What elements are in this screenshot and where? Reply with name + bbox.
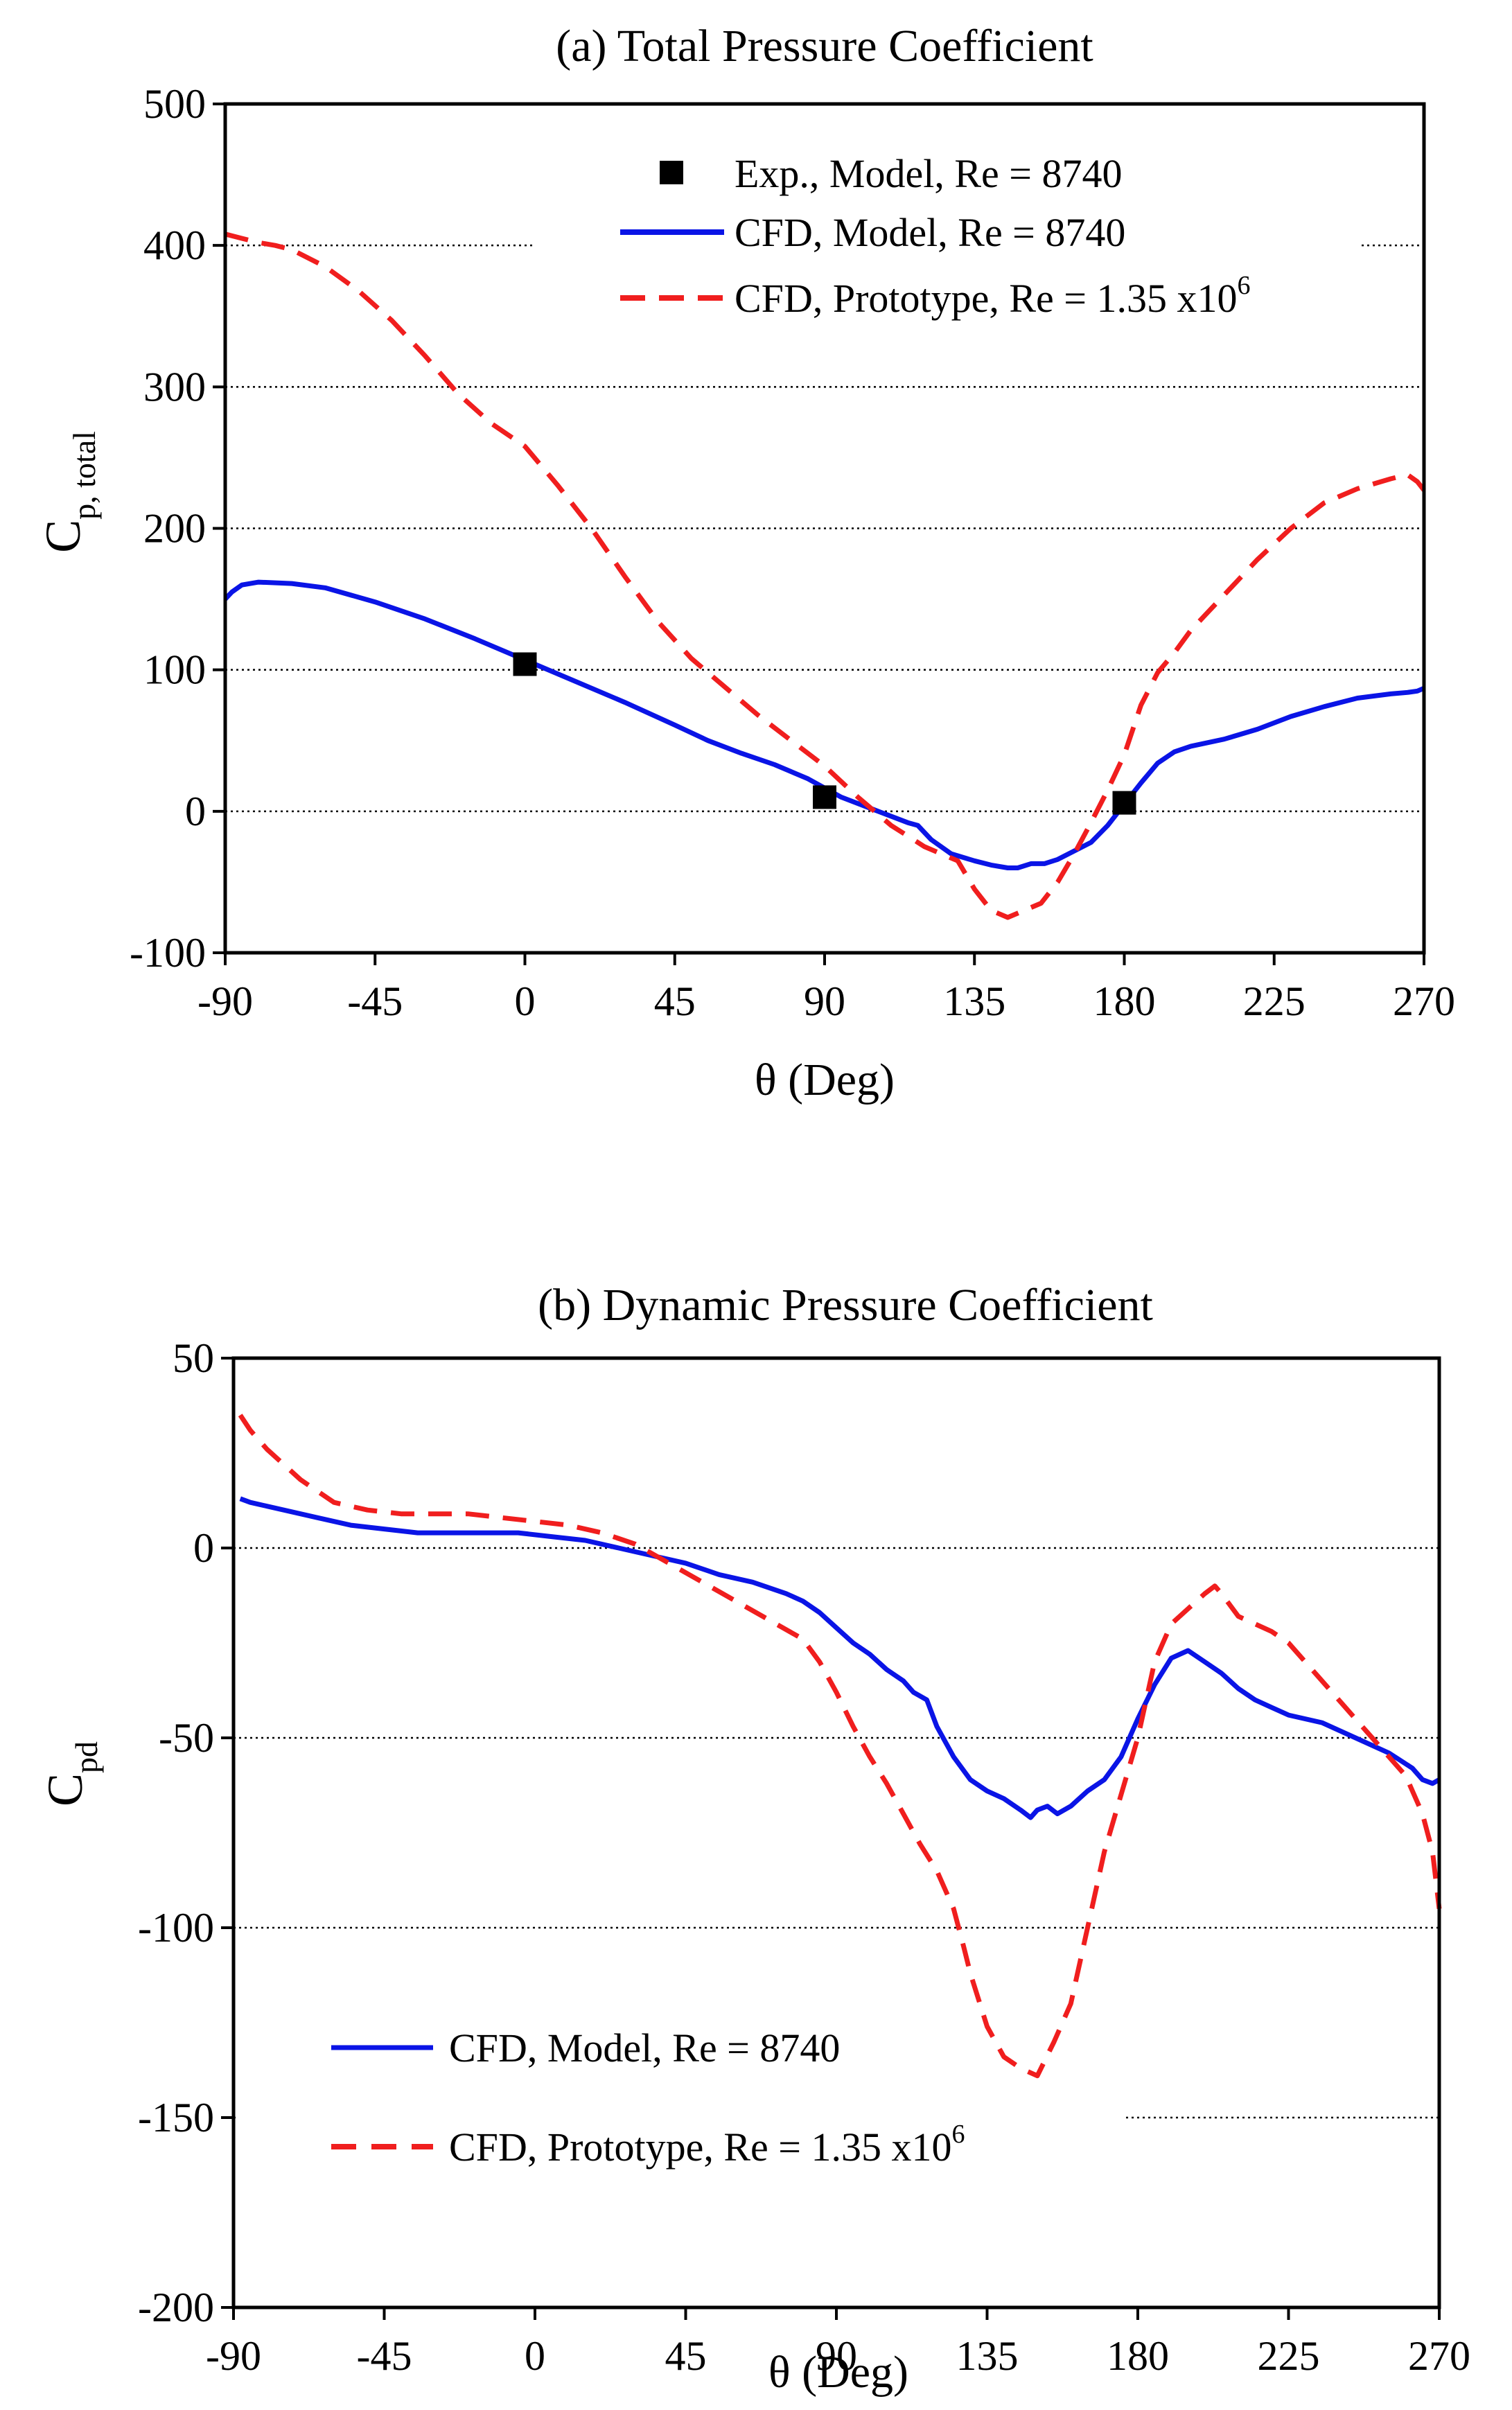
chart-title: (b) Dynamic Pressure Coefficient <box>538 1280 1153 1330</box>
x-tick-label: -90 <box>206 2333 261 2379</box>
x-axis-ticks: -90 -45 0 45 90 135 180 225 270 <box>206 2307 1470 2379</box>
data-series <box>238 1414 1442 2079</box>
series-line-cfd-prototype <box>238 1414 1442 2079</box>
x-tick-label: 45 <box>654 978 696 1024</box>
y-axis-label-main: C <box>35 520 91 553</box>
y-axis-label-main: C <box>37 1773 93 1806</box>
y-tick-label: 0 <box>185 789 206 834</box>
x-axis-label: θ (Deg) <box>755 1055 895 1105</box>
x-tick-label: 45 <box>665 2333 707 2379</box>
x-tick-label: 135 <box>956 2333 1019 2379</box>
x-tick-label: -90 <box>197 978 253 1024</box>
y-tick-label: -50 <box>159 1715 214 1761</box>
legend-label-cfd-prototype-text: CFD, Prototype, Re = 1.35 x10 <box>735 276 1238 321</box>
y-tick-label: -200 <box>138 2285 214 2330</box>
x-tick-label: 270 <box>1393 978 1455 1024</box>
y-tick-label: 100 <box>143 647 206 693</box>
legend: CFD, Model, Re = 8740 CFD, Prototype, Re… <box>331 2025 965 2170</box>
x-axis-label: θ (Deg) <box>768 2347 908 2398</box>
y-axis-ticks: -200 -150 -100 -50 0 50 <box>138 1335 234 2330</box>
x-tick-label: 90 <box>816 2333 857 2379</box>
x-tick-label: 0 <box>515 978 536 1024</box>
x-tick-label: -45 <box>357 2333 412 2379</box>
legend-label-superscript: 6 <box>1238 271 1251 300</box>
data-point-square <box>1112 791 1136 815</box>
series-line-cfd-model <box>239 1496 1441 1820</box>
legend-label-superscript: 6 <box>952 2120 965 2149</box>
x-tick-label: 0 <box>525 2333 545 2379</box>
x-axis-ticks: -90 -45 0 45 90 135 180 225 270 <box>197 953 1455 1024</box>
x-tick-label: 90 <box>804 978 845 1024</box>
legend-label-cfd-model: CFD, Model, Re = 8740 <box>735 210 1125 255</box>
y-axis-label: Cpd <box>37 1741 104 1806</box>
legend: Exp., Model, Re = 8740 CFD, Model, Re = … <box>620 151 1251 321</box>
panel-a-total-pressure: (a) Total Pressure Coefficient -100 0 100 2… <box>35 21 1455 1105</box>
data-series <box>223 231 1426 920</box>
x-tick-label: -45 <box>347 978 403 1024</box>
panel-b-dynamic-pressure: (b) Dynamic Pressure Coefficient -200 -15… <box>37 1280 1470 2398</box>
y-axis-label: Cp, total <box>35 431 102 553</box>
x-tick-label: 225 <box>1243 978 1306 1024</box>
y-axis-label-subscript: p, total <box>67 431 102 520</box>
legend-label-cfd-prototype-text: CFD, Prototype, Re = 1.35 x10 <box>449 2125 952 2170</box>
y-tick-label: 50 <box>173 1335 214 1381</box>
x-tick-label: 180 <box>1107 2333 1169 2379</box>
y-tick-label: -150 <box>138 2095 214 2140</box>
y-tick-label: -100 <box>130 930 206 976</box>
x-tick-label: 270 <box>1408 2333 1470 2379</box>
x-tick-label: 135 <box>943 978 1005 1024</box>
legend-label-cfd-prototype: CFD, Prototype, Re = 1.35 x106 <box>449 2120 965 2170</box>
y-tick-label: 500 <box>143 81 206 127</box>
x-tick-label: 225 <box>1258 2333 1320 2379</box>
y-tick-label: 300 <box>143 364 206 410</box>
series-line-cfd-model <box>223 579 1425 870</box>
y-tick-label: 0 <box>193 1525 214 1571</box>
x-tick-label: 180 <box>1093 978 1156 1024</box>
data-point-square <box>513 652 537 676</box>
y-tick-label: -100 <box>138 1905 214 1951</box>
y-axis-ticks: -100 0 100 200 300 400 500 <box>130 81 225 976</box>
legend-label-exp: Exp., Model, Re = 8740 <box>735 151 1123 196</box>
data-point-square <box>813 785 836 809</box>
y-axis-label-subscript: pd <box>69 1741 104 1773</box>
y-tick-label: 200 <box>143 506 206 552</box>
legend-marker-exp <box>660 161 683 184</box>
grid-lines <box>225 244 1424 813</box>
legend-label-cfd-prototype: CFD, Prototype, Re = 1.35 x106 <box>735 271 1251 321</box>
y-tick-label: 400 <box>143 222 206 268</box>
chart-title: (a) Total Pressure Coefficient <box>556 21 1093 71</box>
legend-label-cfd-model: CFD, Model, Re = 8740 <box>449 2025 840 2070</box>
series-line-cfd-prototype <box>225 231 1426 920</box>
